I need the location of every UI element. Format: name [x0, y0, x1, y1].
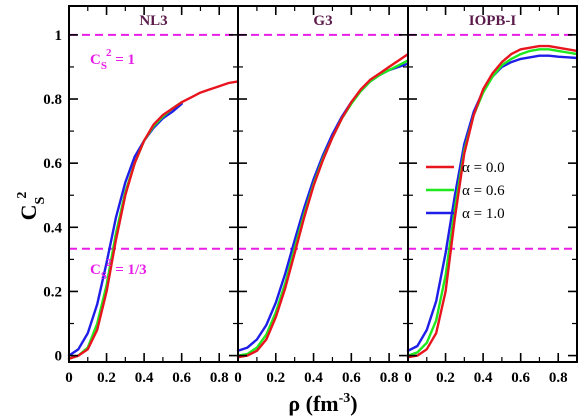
x-axis-title-main: ρ (fm	[288, 391, 338, 416]
reference-label-main: C	[90, 262, 101, 278]
reference-label-main: C	[90, 52, 101, 68]
x-tick-label: 0	[65, 370, 73, 386]
series-line-1	[67, 80, 240, 360]
x-tick-label: 0.4	[135, 370, 154, 386]
x-tick-label: 0.2	[97, 370, 116, 386]
reference-label-sup: 2	[106, 257, 112, 269]
reference-label-sub: S	[101, 270, 107, 282]
reference-label-2: CS2 = 1/3	[90, 257, 147, 282]
reference-label-1: CS2 = 1	[90, 47, 135, 72]
series-line-2	[406, 48, 579, 357]
y-tick-label: 0.4	[43, 220, 62, 236]
x-tick-label: 0.6	[342, 370, 361, 386]
x-tick-label: 0.2	[436, 370, 455, 386]
y-axis-title-sub: S	[33, 196, 48, 204]
x-tick-label: 0.4	[474, 370, 493, 386]
y-tick-label: 0.8	[43, 92, 62, 108]
x-tick-label: 0	[404, 370, 412, 386]
reference-label-tail: = 1	[111, 52, 135, 68]
legend-label-3: α = 1.0	[462, 206, 505, 222]
panel-1: NL3 0 0.2 0.4 0.6 0.8	[65, 5, 240, 386]
legend: α = 0.0 α = 0.6 α = 1.0	[426, 160, 505, 222]
y-axis-title-main: C	[16, 204, 41, 220]
series-line-1	[406, 44, 579, 359]
reference-label-tail: = 1/3	[111, 262, 146, 278]
x-tick-label: 0.8	[210, 370, 229, 386]
x-tick-label: 0.6	[172, 370, 191, 386]
series-line-1	[236, 52, 410, 359]
reference-label-sub: S	[101, 60, 107, 72]
y-tick-label: 1	[55, 28, 63, 44]
panel-3: IOPB-I 0 0.2 0.4 0.6 0.8	[404, 5, 579, 386]
panels-layer: NL3 0 0.2 0.4 0.6 0.8 G3 0 0.2 0.4 0.6 0.8 IOPB-I 0 0.…	[65, 5, 579, 386]
x-axis-title-tail: )	[350, 391, 357, 416]
panel-title: NL3	[139, 13, 167, 29]
y-tick-label: 0	[55, 349, 63, 365]
x-axis-title-sup: -3	[339, 391, 351, 406]
x-tick-label: 0.8	[549, 370, 568, 386]
panel-2: G3 0 0.2 0.4 0.6 0.8	[234, 5, 410, 386]
panel-title: IOPB-I	[469, 13, 517, 29]
y-axis-title-sup: 2	[15, 192, 30, 199]
x-tick-label: 0.2	[266, 370, 285, 386]
panel-background	[238, 6, 408, 362]
x-tick-label: 0.8	[380, 370, 399, 386]
y-tick-label: 0.6	[43, 156, 62, 172]
y-axis-title: CS2	[15, 192, 48, 221]
x-tick-label: 0.4	[304, 370, 323, 386]
reference-label-sup: 2	[106, 47, 112, 59]
panel-title: G3	[313, 13, 332, 29]
legend-label-2: α = 0.6	[462, 183, 505, 199]
x-axis-title: ρ (fm-3)	[288, 391, 357, 416]
legend-label-1: α = 0.0	[462, 160, 505, 176]
x-tick-label: 0.6	[511, 370, 530, 386]
y-tick-label: 0.2	[43, 284, 62, 300]
panel-frame	[407, 5, 578, 363]
x-tick-label: 0	[234, 370, 242, 386]
